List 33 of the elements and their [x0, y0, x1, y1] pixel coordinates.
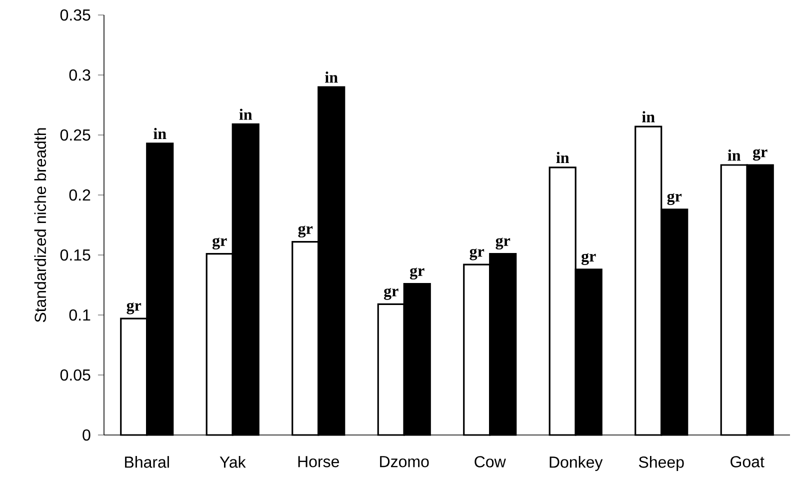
data-label: gr	[667, 193, 682, 206]
data-label: in	[239, 108, 252, 120]
x-tick-label: Sheep	[638, 456, 684, 471]
data-label: gr	[126, 302, 142, 314]
data-label: in	[154, 128, 166, 139]
x-tick-label: Donkey	[550, 456, 603, 471]
y-tick-label: 0.1	[69, 309, 90, 321]
y-tick-label: 0.05	[60, 369, 90, 381]
x-tick-label: Bharal	[125, 456, 169, 468]
data-label: gr	[298, 226, 313, 238]
data-label: gr	[212, 238, 227, 250]
data-label: gr	[470, 248, 484, 260]
y-tick-label: 0	[82, 429, 90, 441]
data-label: in	[728, 150, 741, 161]
y-tick-label: 0.15	[60, 249, 90, 261]
data-label: gr	[752, 148, 768, 161]
y-tick-label: 0.25	[60, 129, 90, 141]
y-tick-label: 0.3	[69, 69, 90, 81]
y-tick-label: 0.2	[69, 189, 90, 201]
data-label: gr	[410, 268, 424, 280]
data-label: gr	[581, 253, 596, 266]
data-label: in	[642, 111, 655, 122]
y-tick-label: 0.35	[60, 9, 90, 21]
data-label: in	[556, 152, 570, 163]
x-tick-label: Dzomo	[380, 456, 429, 468]
y-axis-title: Standardized niche breadth	[34, 128, 46, 322]
data-label: gr	[496, 238, 510, 250]
data-label: in	[325, 72, 338, 83]
x-tick-label: Horse	[298, 456, 339, 468]
x-tick-label: Goat	[730, 456, 764, 468]
x-tick-label: Yak	[220, 456, 246, 468]
data-label: gr	[384, 288, 398, 300]
x-tick-label: Cow	[474, 456, 506, 468]
